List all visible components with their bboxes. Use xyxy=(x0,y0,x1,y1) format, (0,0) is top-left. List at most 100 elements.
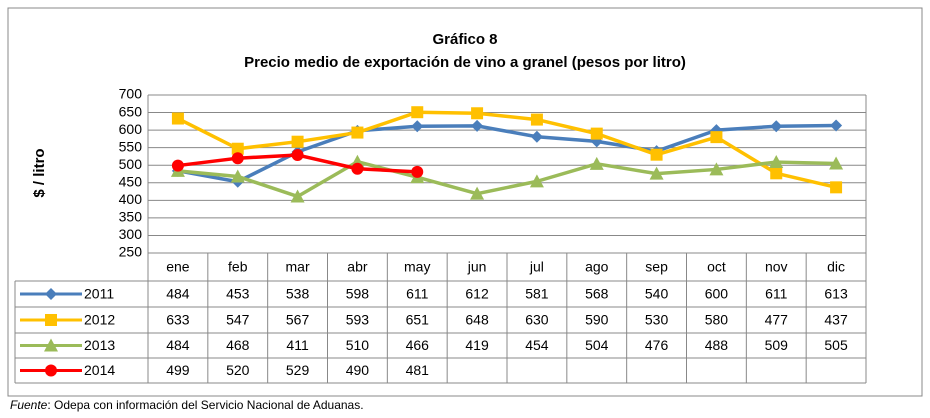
table-cell: 611 xyxy=(765,286,788,302)
table-cell: 530 xyxy=(645,312,669,328)
point xyxy=(351,162,364,175)
source-text: : Odepa con información del Servicio Nac… xyxy=(47,398,363,412)
point xyxy=(411,120,424,133)
point xyxy=(649,166,664,180)
table-cell: 437 xyxy=(824,312,848,328)
y-axis-label: $ / litro xyxy=(31,148,48,197)
point xyxy=(829,156,844,170)
point xyxy=(770,120,783,133)
y-tick-label: 550 xyxy=(119,138,143,154)
x-tick-label: jun xyxy=(467,259,487,275)
point xyxy=(589,156,604,170)
table-cell: 612 xyxy=(465,286,489,302)
table-cell: 510 xyxy=(346,337,370,353)
table-cell: 454 xyxy=(525,337,549,353)
point xyxy=(45,288,57,300)
table-cell: 484 xyxy=(166,337,190,353)
chart-title: Gráfico 8 xyxy=(432,31,497,48)
table-cell: 488 xyxy=(705,337,729,353)
y-tick-label: 400 xyxy=(119,191,143,207)
point xyxy=(290,189,305,203)
table-cell: 484 xyxy=(166,286,190,302)
x-tick-label: feb xyxy=(228,259,248,275)
series-line xyxy=(177,159,837,199)
legend-label: 2012 xyxy=(84,312,115,328)
point xyxy=(171,112,184,125)
table-cell: 598 xyxy=(346,286,370,302)
legend-label: 2011 xyxy=(84,286,114,302)
source-note: Fuente: Odepa con información del Servic… xyxy=(10,398,364,412)
y-tick-label: 350 xyxy=(119,209,143,225)
point xyxy=(530,130,543,143)
point xyxy=(709,162,724,176)
point xyxy=(769,155,784,169)
point xyxy=(650,148,663,161)
y-tick-label: 300 xyxy=(119,226,143,242)
table-cell: 630 xyxy=(525,312,549,328)
table-cell: 580 xyxy=(705,312,729,328)
x-tick-label: mar xyxy=(286,259,310,275)
table-cell: 593 xyxy=(346,312,370,328)
point xyxy=(230,169,245,183)
table-cell: 529 xyxy=(286,362,310,378)
y-tick-label: 250 xyxy=(119,244,143,260)
table-cell: 600 xyxy=(705,286,729,302)
table-cell: 505 xyxy=(824,337,848,353)
x-tick-label: ene xyxy=(166,259,190,275)
table-cell: 466 xyxy=(406,337,430,353)
x-tick-label: oct xyxy=(707,259,726,275)
point xyxy=(770,167,783,180)
x-tick-label: sep xyxy=(645,259,668,275)
point xyxy=(291,149,304,162)
point xyxy=(710,131,723,144)
table-cell: 538 xyxy=(286,286,310,302)
point xyxy=(171,159,184,172)
y-tick-label: 700 xyxy=(119,86,143,102)
point xyxy=(530,113,543,126)
table-cell: 411 xyxy=(286,337,309,353)
table-cell: 613 xyxy=(824,286,848,302)
y-tick-label: 500 xyxy=(119,156,143,172)
table-cell: 547 xyxy=(226,312,250,328)
chart-border xyxy=(7,7,923,397)
table-cell: 476 xyxy=(645,337,669,353)
legend-label: 2013 xyxy=(84,337,115,353)
point xyxy=(471,107,484,120)
table-cell: 468 xyxy=(226,337,250,353)
point xyxy=(471,119,484,132)
legend-label: 2014 xyxy=(84,362,115,378)
point xyxy=(291,135,304,148)
point xyxy=(231,142,244,155)
x-tick-label: dic xyxy=(827,259,845,275)
table-cell: 567 xyxy=(286,312,310,328)
point xyxy=(470,186,485,200)
x-tick-label: nov xyxy=(765,259,788,275)
table-cell: 477 xyxy=(765,312,789,328)
table-cell: 453 xyxy=(226,286,250,302)
table-cell: 540 xyxy=(645,286,669,302)
table-cell: 504 xyxy=(585,337,609,353)
table-cell: 419 xyxy=(465,337,489,353)
table-cell: 633 xyxy=(166,312,190,328)
point xyxy=(45,364,57,377)
table-cell: 481 xyxy=(406,362,430,378)
table-cell: 509 xyxy=(765,337,789,353)
y-tick-label: 450 xyxy=(119,173,143,189)
point xyxy=(231,152,244,165)
point xyxy=(830,119,843,132)
series-line xyxy=(177,110,837,190)
table-cell: 490 xyxy=(346,362,370,378)
point xyxy=(411,165,424,178)
y-tick-label: 600 xyxy=(119,121,143,137)
point xyxy=(830,181,843,194)
x-tick-label: may xyxy=(404,259,430,275)
point xyxy=(411,106,424,119)
x-tick-label: jul xyxy=(529,259,544,275)
point xyxy=(590,127,603,140)
table-cell: 590 xyxy=(585,312,609,328)
point xyxy=(44,338,58,352)
table-cell: 611 xyxy=(406,286,429,302)
table-cell: 499 xyxy=(166,362,190,378)
table-cell: 581 xyxy=(525,286,549,302)
